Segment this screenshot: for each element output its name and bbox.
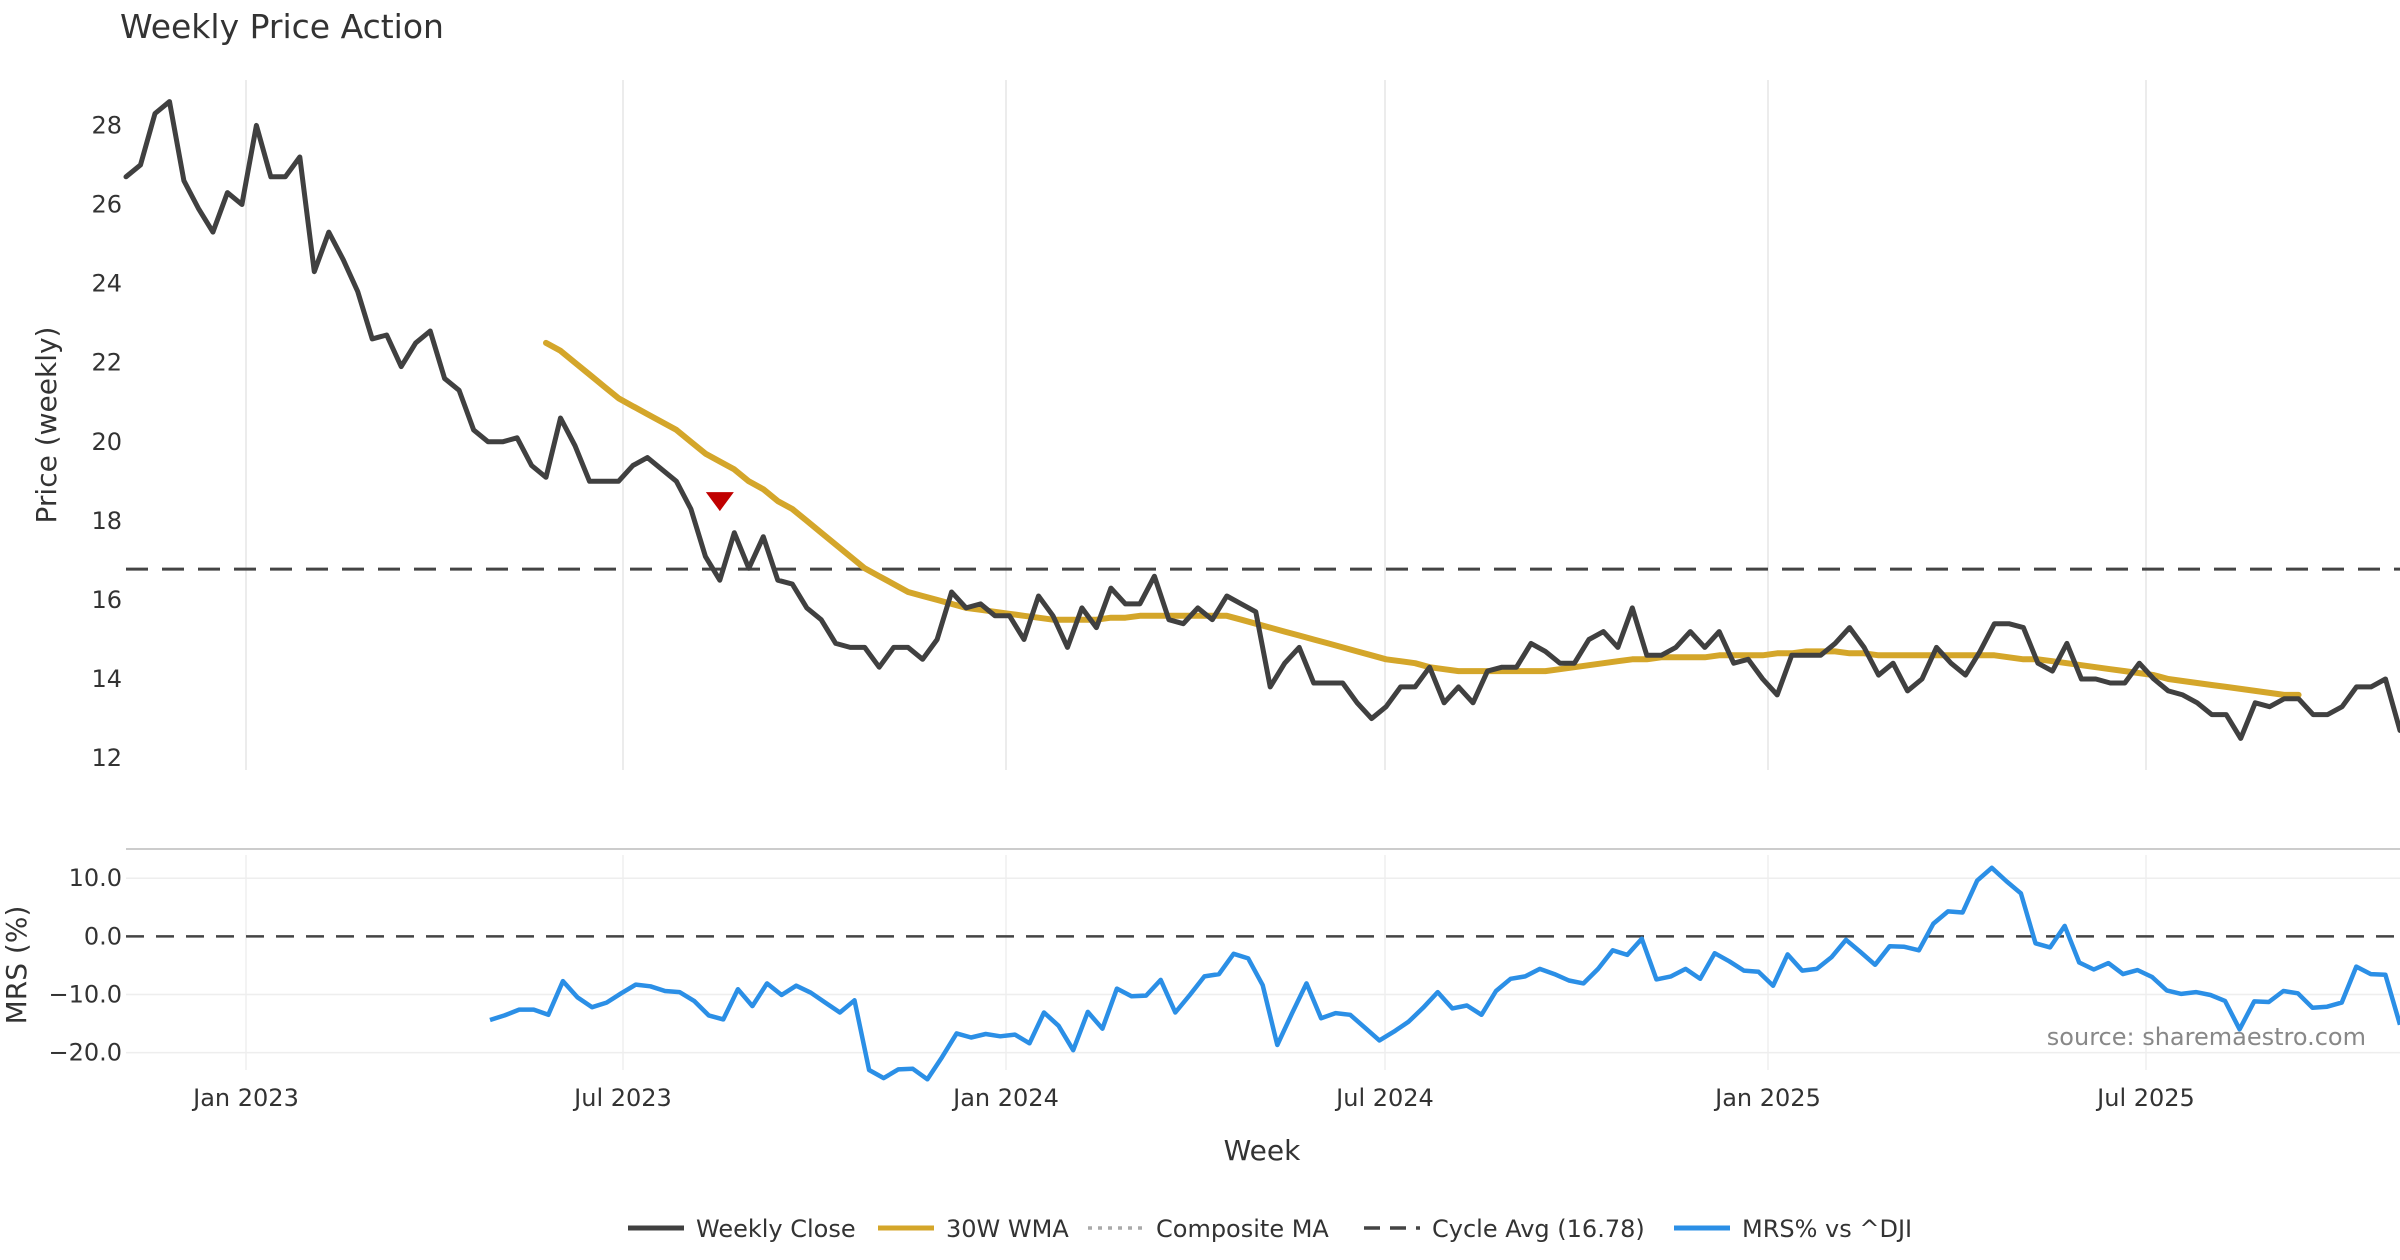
price-y-tick-label: 16: [91, 586, 122, 614]
30w-wma-line: [543, 339, 2302, 698]
mrs-y-tick-label: 10.0: [69, 864, 122, 892]
price-gridlines: [245, 80, 2147, 770]
chart-title: Weekly Price Action: [120, 7, 444, 46]
x-tick-label: Jul 2024: [1334, 1084, 1434, 1112]
legend-label: 30W WMA: [946, 1215, 1069, 1243]
x-tick-label: Jul 2023: [572, 1084, 672, 1112]
mrs-series: [126, 865, 2400, 1082]
x-tick-label: Jan 2024: [951, 1084, 1059, 1112]
source-annotation: source: sharemaestro.com: [2047, 1023, 2366, 1051]
price-y-tick-label: 28: [91, 111, 122, 139]
price-y-axis-label: Price (weekly): [30, 327, 63, 524]
x-tick-label: Jan 2025: [1713, 1084, 1821, 1112]
mrs-y-tick-label: 0.0: [84, 922, 122, 950]
mrs-y-axis-label: MRS (%): [0, 906, 33, 1025]
x-tick-label: Jul 2025: [2095, 1084, 2195, 1112]
price-series: [123, 99, 2400, 741]
price-y-tick-label: 18: [91, 507, 122, 535]
price-y-tick-label: 20: [91, 428, 122, 456]
weekly-close-line: [123, 99, 2400, 741]
legend-label: Weekly Close: [696, 1215, 856, 1243]
legend-label: MRS% vs ^DJI: [1742, 1215, 1912, 1243]
x-axis-ticks: Jan 2023 Jul 2023 Jan 2024 Jul 2024 Jan 2025…: [191, 1084, 2195, 1112]
price-y-tick-label: 24: [91, 270, 122, 298]
x-tick-label: Jan 2023: [191, 1084, 299, 1112]
legend-label: Cycle Avg (16.78): [1432, 1215, 1645, 1243]
mrs-y-tick-label: −10.0: [48, 980, 122, 1008]
legend: Weekly Close 30W WMA Composite MA Cycle Avg…: [628, 1215, 1912, 1243]
mrs-line: [489, 865, 2400, 1082]
x-axis-label: Week: [1224, 1134, 1301, 1167]
legend-label: Composite MA: [1156, 1215, 1329, 1243]
price-y-tick-label: 12: [91, 744, 122, 772]
price-y-tick-label: 14: [91, 665, 122, 693]
mrs-y-tick-label: −20.0: [48, 1039, 122, 1067]
price-y-tick-label: 26: [91, 190, 122, 218]
price-y-ticks: 12 14 16 18 20 22 24 26 28: [91, 111, 122, 772]
mrs-y-ticks: 10.0 0.0 −10.0 −20.0: [48, 864, 122, 1066]
price-y-tick-label: 22: [91, 349, 122, 377]
sell-signal-marker: [705, 492, 734, 512]
